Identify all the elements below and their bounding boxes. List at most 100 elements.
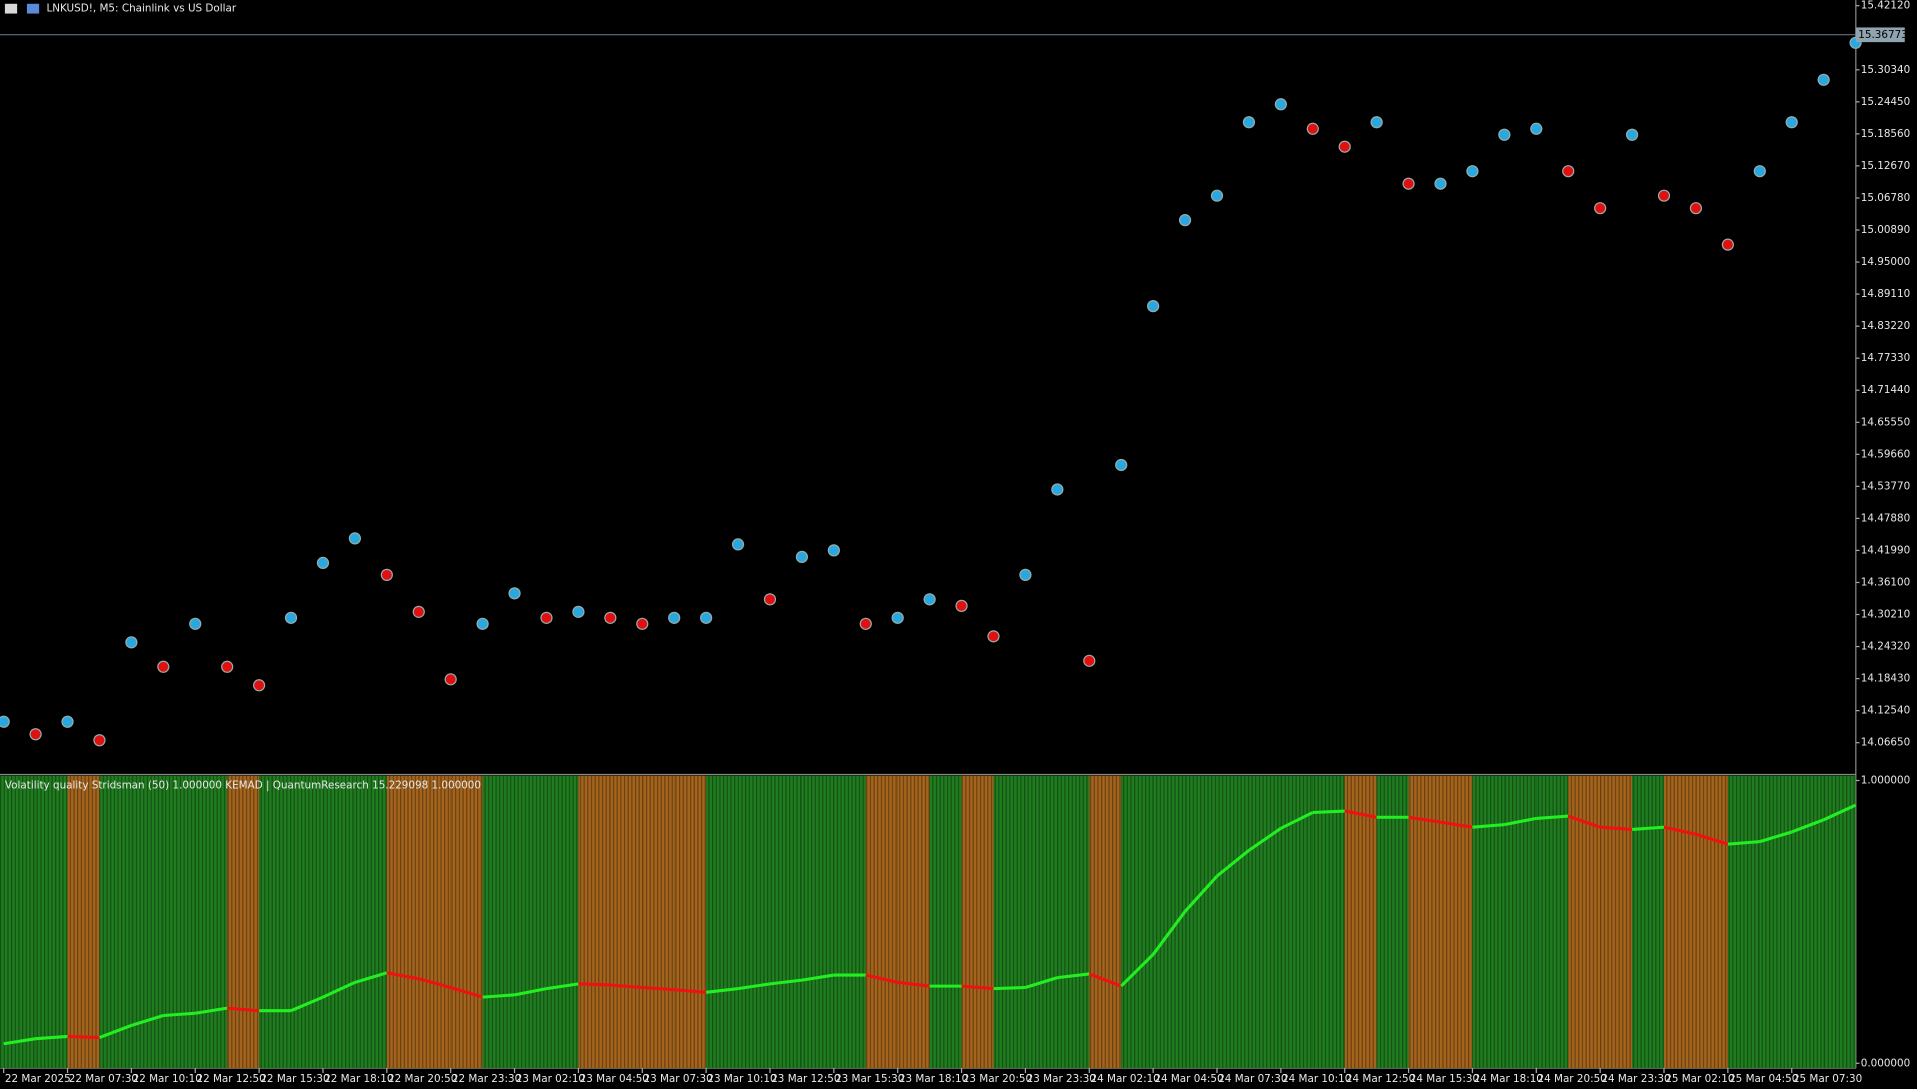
x-tick-label: 24 Mar 04:50: [1154, 1073, 1223, 1085]
indicator-segment: [1600, 825, 1633, 831]
x-tick-label: 24 Mar 20:50: [1538, 1073, 1607, 1085]
band-texture: [35, 775, 68, 1069]
price-point: [284, 611, 298, 624]
indicator-segment: [705, 987, 739, 994]
band-texture: [99, 775, 132, 1069]
x-tick-label: 24 Mar 18:10: [1474, 1073, 1543, 1085]
band-texture: [1216, 775, 1249, 1069]
chart-icon[interactable]: [26, 3, 40, 14]
band-texture: [865, 775, 898, 1069]
band-texture: [801, 775, 834, 1069]
price-point: [252, 679, 266, 692]
band-texture: [482, 775, 515, 1069]
price-point: [668, 611, 681, 624]
x-tick-label: 23 Mar 04:50: [580, 1073, 649, 1085]
indicator-segment: [737, 982, 771, 991]
y-tick-label: 14.65550: [1861, 416, 1911, 428]
indicator-bands: [0, 775, 1856, 1069]
x-tick-label: 23 Mar 12:50: [771, 1073, 840, 1085]
price-point: [859, 617, 872, 630]
x-tick-label: 22 Mar 18:10: [324, 1073, 393, 1085]
band-texture: [674, 775, 707, 1069]
indicator-segment: [674, 988, 707, 994]
x-tick-label: 22 Mar 07:30: [69, 1073, 138, 1085]
price-point: [412, 605, 425, 618]
indicator-segment: [1791, 818, 1825, 834]
y-tick-label: 14.95000: [1861, 256, 1911, 268]
indicator-segment: [865, 973, 899, 984]
price-point: [955, 599, 968, 612]
price-point: [923, 593, 936, 606]
price-point: [795, 550, 809, 564]
y-tick-label: 15.24450: [1861, 96, 1911, 108]
indicator-segment: [897, 980, 930, 988]
price-point: [1178, 214, 1192, 227]
indicator-segment: [163, 1011, 196, 1018]
band-texture: [1600, 775, 1633, 1069]
price-point: [1402, 177, 1415, 190]
band-texture: [418, 775, 451, 1069]
x-tick-label: 25 Mar 02:10: [1665, 1073, 1734, 1085]
y-tick-label: 14.36100: [1861, 576, 1911, 588]
band-texture: [578, 775, 611, 1069]
indicator-segment: [1759, 830, 1793, 844]
price-point: [1210, 189, 1224, 202]
indicator-segment: [322, 981, 356, 999]
band-texture: [514, 775, 547, 1069]
indicator-segment: [1472, 823, 1505, 829]
indicator-segment: [1312, 809, 1345, 815]
band-texture: [195, 775, 228, 1069]
price-point: [731, 538, 745, 551]
band-texture: [1344, 775, 1377, 1069]
indicator-segment: [1151, 910, 1187, 956]
indicator-segment: [514, 987, 547, 997]
price-point: [1498, 128, 1511, 141]
indicator-segment: [546, 982, 579, 991]
band-texture: [1089, 775, 1122, 1069]
price-point: [189, 617, 202, 630]
x-tick-label: 23 Mar 02:10: [516, 1073, 585, 1085]
x-tick-label: 24 Mar 12:50: [1346, 1073, 1415, 1085]
price-point: [1562, 165, 1575, 178]
menu-icon[interactable]: [4, 3, 18, 14]
indicator-segment: [1727, 840, 1760, 846]
x-tick-label: 23 Mar 07:30: [643, 1073, 712, 1085]
price-point: [1083, 654, 1096, 667]
band-texture: [929, 775, 962, 1069]
x-tick-label: 23 Mar 18:10: [899, 1073, 968, 1085]
price-point: [1466, 165, 1479, 178]
band-texture: [1759, 775, 1792, 1069]
indicator-segment: [769, 978, 803, 986]
band-texture: [897, 775, 930, 1069]
band-texture: [227, 775, 260, 1069]
indicator-segment: [1120, 953, 1155, 988]
x-tick-label: 23 Mar 23:30: [1027, 1073, 1096, 1085]
indicator-segment: [1057, 972, 1090, 980]
indicator-segment: [1536, 814, 1569, 820]
x-tick-label: 24 Mar 23:30: [1601, 1073, 1670, 1085]
indicator-segment: [1024, 976, 1058, 989]
band-texture: [322, 775, 355, 1069]
price-point: [1721, 238, 1734, 251]
y-tick-label: 14.12540: [1861, 705, 1911, 717]
x-tick-label: 22 Mar 12:50: [196, 1073, 265, 1085]
y-tick-label: 14.18430: [1861, 673, 1911, 685]
y-tick-label: 14.53770: [1861, 480, 1911, 492]
indicator-segment: [1663, 825, 1697, 836]
price-point: [987, 630, 1000, 643]
band-texture: [1248, 775, 1281, 1069]
price-point: [636, 617, 649, 630]
y-tick-label: 14.71440: [1861, 384, 1911, 396]
band-texture: [1057, 775, 1090, 1069]
price-point: [1594, 202, 1607, 215]
indicator-segment: [418, 977, 452, 989]
price-point: [125, 636, 138, 649]
band-texture: [1408, 775, 1441, 1069]
y-tick-label: 14.59660: [1861, 448, 1911, 460]
x-tick-label: 23 Mar 10:10: [707, 1073, 776, 1085]
price-point: [1019, 568, 1032, 581]
indicator-segment: [1216, 849, 1250, 878]
band-texture: [1376, 775, 1409, 1069]
band-texture: [1632, 775, 1665, 1069]
